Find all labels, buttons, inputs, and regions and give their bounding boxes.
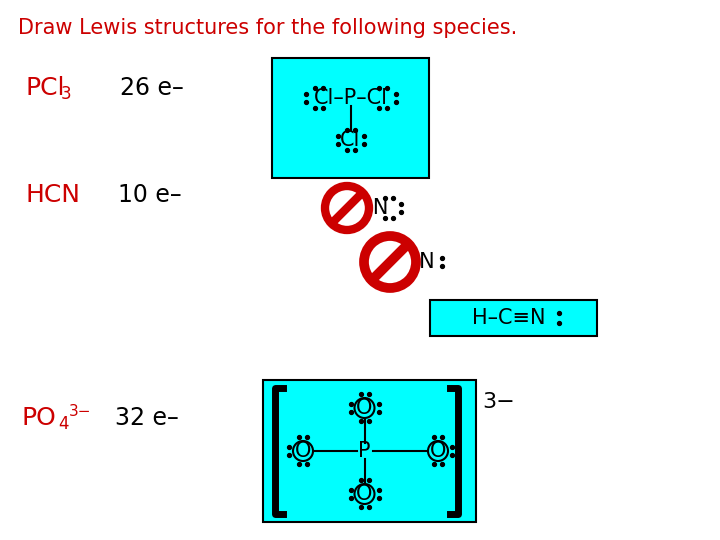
Circle shape xyxy=(325,186,369,230)
Text: PO: PO xyxy=(22,406,57,430)
Text: O: O xyxy=(294,441,311,461)
FancyBboxPatch shape xyxy=(272,58,429,178)
Text: Cl–P–Cl: Cl–P–Cl xyxy=(313,88,387,108)
Text: 3: 3 xyxy=(61,85,71,103)
Text: Cl: Cl xyxy=(341,130,361,150)
Text: 3−: 3− xyxy=(69,403,91,418)
Text: 4: 4 xyxy=(58,415,68,433)
Text: H–C≡N: H–C≡N xyxy=(472,308,545,328)
Text: P: P xyxy=(359,441,371,461)
Text: 3−: 3− xyxy=(482,392,515,412)
FancyBboxPatch shape xyxy=(430,300,597,336)
FancyBboxPatch shape xyxy=(263,380,476,522)
Text: O: O xyxy=(430,441,446,461)
Text: H–C═N: H–C═N xyxy=(366,252,434,272)
Text: O: O xyxy=(356,398,373,418)
Text: 10 e–: 10 e– xyxy=(118,183,181,207)
Text: HCN: HCN xyxy=(25,183,80,207)
Text: PCl: PCl xyxy=(25,76,65,100)
Text: 32 e–: 32 e– xyxy=(115,406,179,430)
Circle shape xyxy=(364,236,416,288)
Text: H–C–N: H–C–N xyxy=(322,198,388,218)
Text: O: O xyxy=(356,484,373,504)
Text: 26 e–: 26 e– xyxy=(120,76,184,100)
Text: Draw Lewis structures for the following species.: Draw Lewis structures for the following … xyxy=(18,18,517,38)
